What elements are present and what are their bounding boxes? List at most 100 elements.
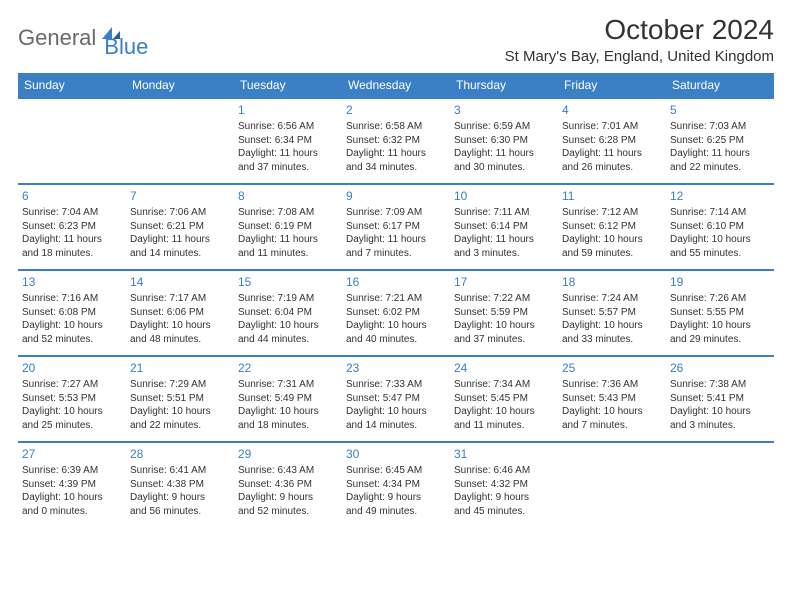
day-number: 15 <box>238 274 338 290</box>
sunset-line: Sunset: 6:10 PM <box>670 220 770 234</box>
sunset-line: Sunset: 6:30 PM <box>454 134 554 148</box>
sunset-line: Sunset: 5:45 PM <box>454 392 554 406</box>
sunrise-line: Sunrise: 6:43 AM <box>238 464 338 478</box>
sunrise-line: Sunrise: 7:06 AM <box>130 206 230 220</box>
sunrise-line: Sunrise: 7:16 AM <box>22 292 122 306</box>
daylight-line: and 59 minutes. <box>562 247 662 261</box>
day-number: 24 <box>454 360 554 376</box>
daylight-line: and 29 minutes. <box>670 333 770 347</box>
sunrise-line: Sunrise: 6:45 AM <box>346 464 446 478</box>
daylight-line: and 55 minutes. <box>670 247 770 261</box>
day-header: Tuesday <box>234 73 342 98</box>
day-header-row: SundayMondayTuesdayWednesdayThursdayFrid… <box>18 73 774 98</box>
daylight-line: Daylight: 10 hours <box>22 491 122 505</box>
daylight-line: Daylight: 11 hours <box>454 233 554 247</box>
daylight-line: Daylight: 10 hours <box>454 405 554 419</box>
day-number: 13 <box>22 274 122 290</box>
day-cell: 10Sunrise: 7:11 AMSunset: 6:14 PMDayligh… <box>450 184 558 270</box>
daylight-line: and 25 minutes. <box>22 419 122 433</box>
daylight-line: Daylight: 10 hours <box>670 319 770 333</box>
logo-text-general: General <box>18 27 96 49</box>
sunset-line: Sunset: 5:55 PM <box>670 306 770 320</box>
day-header: Monday <box>126 73 234 98</box>
day-number: 16 <box>346 274 446 290</box>
daylight-line: and 7 minutes. <box>346 247 446 261</box>
day-number: 22 <box>238 360 338 376</box>
daylight-line: Daylight: 10 hours <box>130 319 230 333</box>
day-cell: 5Sunrise: 7:03 AMSunset: 6:25 PMDaylight… <box>666 98 774 184</box>
day-number: 14 <box>130 274 230 290</box>
sunrise-line: Sunrise: 7:08 AM <box>238 206 338 220</box>
day-cell: 19 Sunrise: 7:26 AMSunset: 5:55 PMDayligh… <box>666 270 774 356</box>
sunrise-line: Sunrise: 7:12 AM <box>562 206 662 220</box>
day-cell: 14Sunrise: 7:17 AMSunset: 6:06 PMDayligh… <box>126 270 234 356</box>
day-number: 7 <box>130 188 230 204</box>
sunset-line: Sunset: 6:08 PM <box>22 306 122 320</box>
location: St Mary's Bay, England, United Kingdom <box>505 48 774 65</box>
day-header: Sunday <box>18 73 126 98</box>
daylight-line: and 33 minutes. <box>562 333 662 347</box>
day-cell: 2Sunrise: 6:58 AMSunset: 6:32 PMDaylight… <box>342 98 450 184</box>
empty-cell <box>666 442 774 528</box>
day-number: 19 <box>670 274 770 290</box>
sunrise-line: Sunrise: 7:26 AM <box>670 292 770 306</box>
daylight-line: and 37 minutes. <box>238 161 338 175</box>
sunrise-line: Sunrise: 7:24 AM <box>562 292 662 306</box>
daylight-line: Daylight: 9 hours <box>454 491 554 505</box>
empty-cell <box>126 98 234 184</box>
daylight-line: and 49 minutes. <box>346 505 446 519</box>
sunset-line: Sunset: 6:14 PM <box>454 220 554 234</box>
daylight-line: Daylight: 10 hours <box>670 233 770 247</box>
day-cell: 16Sunrise: 7:21 AMSunset: 6:02 PMDayligh… <box>342 270 450 356</box>
day-number: 8 <box>238 188 338 204</box>
day-number: 2 <box>346 102 446 118</box>
day-cell: 28Sunrise: 6:41 AMSunset: 4:38 PMDayligh… <box>126 442 234 528</box>
title-block: October 2024 St Mary's Bay, England, Uni… <box>505 14 774 65</box>
day-number: 17 <box>454 274 554 290</box>
day-number: 9 <box>346 188 446 204</box>
sunrise-line: Sunrise: 6:59 AM <box>454 120 554 134</box>
sunrise-line: Sunrise: 7:38 AM <box>670 378 770 392</box>
day-cell: 21Sunrise: 7:29 AMSunset: 5:51 PMDayligh… <box>126 356 234 442</box>
day-number: 11 <box>562 188 662 204</box>
day-number: 21 <box>130 360 230 376</box>
daylight-line: Daylight: 9 hours <box>130 491 230 505</box>
day-cell: 1Sunrise: 6:56 AMSunset: 6:34 PMDaylight… <box>234 98 342 184</box>
sunrise-line: Sunrise: 7:19 AM <box>238 292 338 306</box>
header: General Blue October 2024 St Mary's Bay,… <box>18 14 774 65</box>
empty-cell <box>558 442 666 528</box>
day-cell: 15Sunrise: 7:19 AMSunset: 6:04 PMDayligh… <box>234 270 342 356</box>
daylight-line: Daylight: 11 hours <box>346 233 446 247</box>
daylight-line: and 44 minutes. <box>238 333 338 347</box>
sunrise-line: Sunrise: 6:39 AM <box>22 464 122 478</box>
day-cell: 9Sunrise: 7:09 AMSunset: 6:17 PMDaylight… <box>342 184 450 270</box>
day-cell: 8Sunrise: 7:08 AMSunset: 6:19 PMDaylight… <box>234 184 342 270</box>
day-cell: 22Sunrise: 7:31 AMSunset: 5:49 PMDayligh… <box>234 356 342 442</box>
day-number: 20 <box>22 360 122 376</box>
day-cell: 24Sunrise: 7:34 AMSunset: 5:45 PMDayligh… <box>450 356 558 442</box>
daylight-line: and 11 minutes. <box>238 247 338 261</box>
sunrise-line: Sunrise: 7:29 AM <box>130 378 230 392</box>
daylight-line: and 48 minutes. <box>130 333 230 347</box>
day-number: 3 <box>454 102 554 118</box>
empty-cell <box>18 98 126 184</box>
sunset-line: Sunset: 6:19 PM <box>238 220 338 234</box>
calendar-body: 1Sunrise: 6:56 AMSunset: 6:34 PMDaylight… <box>18 98 774 528</box>
daylight-line: Daylight: 10 hours <box>130 405 230 419</box>
daylight-line: and 56 minutes. <box>130 505 230 519</box>
day-number: 23 <box>346 360 446 376</box>
daylight-line: and 0 minutes. <box>22 505 122 519</box>
sunrise-line: Sunrise: 7:21 AM <box>346 292 446 306</box>
daylight-line: and 3 minutes. <box>670 419 770 433</box>
daylight-line: and 37 minutes. <box>454 333 554 347</box>
sunset-line: Sunset: 4:36 PM <box>238 478 338 492</box>
sunrise-line: Sunrise: 6:46 AM <box>454 464 554 478</box>
sunset-line: Sunset: 4:32 PM <box>454 478 554 492</box>
daylight-line: Daylight: 10 hours <box>562 405 662 419</box>
sunset-line: Sunset: 6:12 PM <box>562 220 662 234</box>
sunset-line: Sunset: 5:57 PM <box>562 306 662 320</box>
sunset-line: Sunset: 4:34 PM <box>346 478 446 492</box>
day-cell: 3Sunrise: 6:59 AMSunset: 6:30 PMDaylight… <box>450 98 558 184</box>
day-cell: 13Sunrise: 7:16 AMSunset: 6:08 PMDayligh… <box>18 270 126 356</box>
daylight-line: Daylight: 11 hours <box>22 233 122 247</box>
